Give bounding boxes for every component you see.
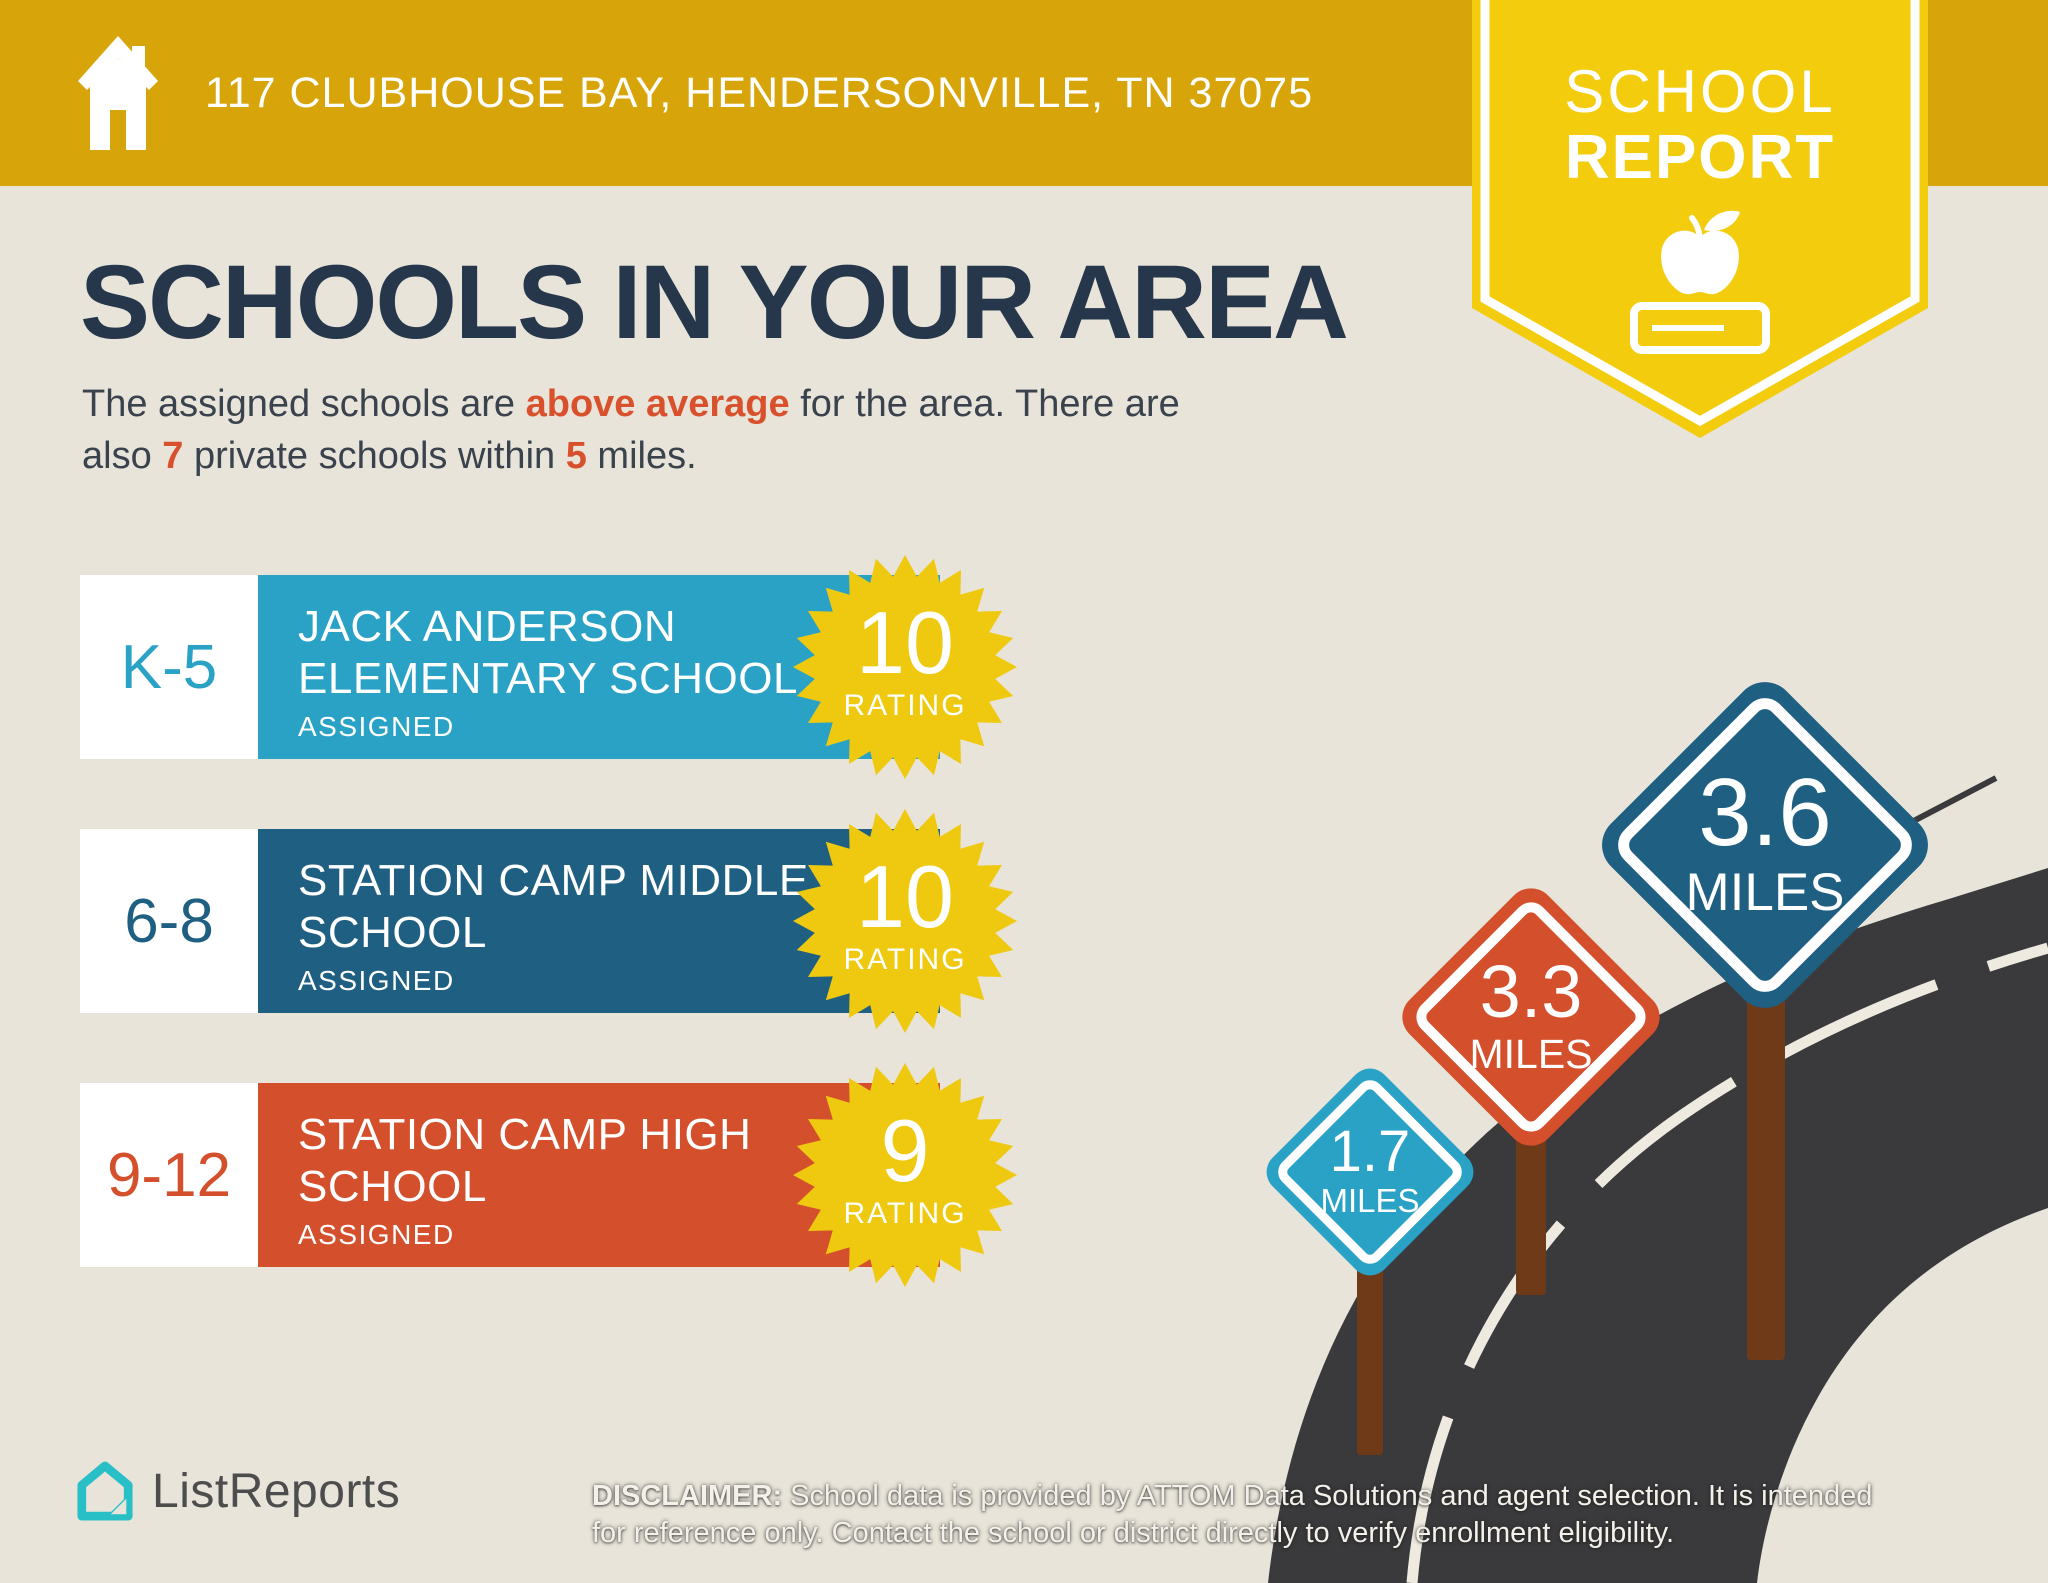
- page-title: SCHOOLS IN YOUR AREA: [80, 244, 1349, 361]
- school-status: ASSIGNED: [298, 1219, 455, 1250]
- road-body: [1268, 868, 2048, 1583]
- intro-highlight-above-average: above average: [525, 383, 790, 425]
- apple-icon: [1661, 210, 1740, 295]
- rating-starburst: 9 RATING: [793, 1063, 1017, 1287]
- listreports-brand-name: ListReports: [152, 1464, 401, 1518]
- starburst-icon: [793, 555, 1017, 779]
- school-status: ASSIGNED: [298, 965, 455, 996]
- rating-value: 10: [856, 847, 954, 946]
- school-name: STATION CAMP MIDDLE SCHOOL: [298, 856, 809, 957]
- sign-label: 1.7 MILES: [1291, 1093, 1449, 1251]
- distance-sign-3-6-miles: 3.6 MILES: [1589, 669, 1941, 1021]
- book-icon: [1630, 302, 1770, 354]
- rating-starburst: 10 RATING: [793, 555, 1017, 779]
- rating-label: RATING: [843, 943, 966, 976]
- intro-highlight-private-count: 7: [162, 435, 184, 477]
- distance-sign-3-3-miles: 3.3 MILES: [1392, 878, 1670, 1156]
- school-row-elementary: K-5 JACK ANDERSON ELEMENTARY SCHOOL ASSI…: [80, 555, 1140, 779]
- intro-seg2: for the area. There are: [789, 383, 1180, 425]
- listreports-logo-icon: [77, 1461, 133, 1521]
- school-bar: JACK ANDERSON ELEMENTARY SCHOOL ASSIGNED: [258, 575, 940, 759]
- intro-seg1: The assigned schools are: [82, 383, 526, 425]
- distance-value: 3.3: [1479, 950, 1583, 1033]
- badge-line2: REPORT: [1565, 123, 1835, 192]
- sign-label: 3.6 MILES: [1641, 721, 1889, 969]
- distance-value: 3.6: [1698, 759, 1832, 866]
- distance-unit: MILES: [1469, 1031, 1593, 1077]
- road-center-line: [1406, 942, 2048, 1583]
- pennant-inner-border: [1480, 0, 1920, 427]
- intro-seg3: also: [82, 435, 163, 477]
- rating-label: RATING: [843, 689, 966, 722]
- intro-text: The assigned schools are above average f…: [82, 378, 1202, 482]
- listreports-logo: ListReports: [76, 1460, 400, 1522]
- intro-highlight-miles: 5: [565, 435, 587, 477]
- grade-range-label: 6-8: [80, 829, 258, 1013]
- starburst-icon: [793, 1063, 1017, 1287]
- school-row-middle: 6-8 STATION CAMP MIDDLE SCHOOL ASSIGNED …: [80, 809, 1140, 1033]
- grade-range-label: K-5: [80, 575, 258, 759]
- badge-line1: SCHOOL: [1564, 58, 1835, 125]
- disclaimer-body: School data is provided by ATTOM Data So…: [592, 1480, 1881, 1549]
- distance-unit: MILES: [1320, 1182, 1420, 1219]
- starburst-icon: [793, 809, 1017, 1033]
- property-address: 117 CLUBHOUSE BAY, HENDERSONVILLE, TN 37…: [205, 68, 1314, 117]
- school-status: ASSIGNED: [298, 711, 455, 742]
- school-row-high: 9-12 STATION CAMP HIGH SCHOOL ASSIGNED 9…: [80, 1063, 1140, 1287]
- rating-value: 10: [856, 593, 954, 692]
- rating-label: RATING: [843, 1197, 966, 1230]
- distance-unit: MILES: [1685, 863, 1845, 922]
- home-icon: [78, 36, 158, 150]
- rating-value: 9: [881, 1101, 930, 1200]
- distance-value: 1.7: [1329, 1119, 1411, 1184]
- sign-label: 3.3 MILES: [1433, 919, 1629, 1115]
- intro-seg4: private schools within: [183, 435, 566, 477]
- intro-seg5: miles.: [586, 435, 697, 477]
- disclaimer-label: DISCLAIMER:: [592, 1480, 783, 1512]
- pennant-shape: [1472, 0, 1928, 438]
- grade-range-label: 9-12: [80, 1083, 258, 1267]
- school-name: STATION CAMP HIGH SCHOOL: [298, 1110, 752, 1211]
- rating-starburst: 10 RATING: [793, 809, 1017, 1033]
- school-report-badge: SCHOOL REPORT: [1472, 0, 1928, 438]
- disclaimer-text: DISCLAIMER: School data is provided by A…: [592, 1478, 1902, 1552]
- school-name: JACK ANDERSON ELEMENTARY SCHOOL: [298, 602, 798, 703]
